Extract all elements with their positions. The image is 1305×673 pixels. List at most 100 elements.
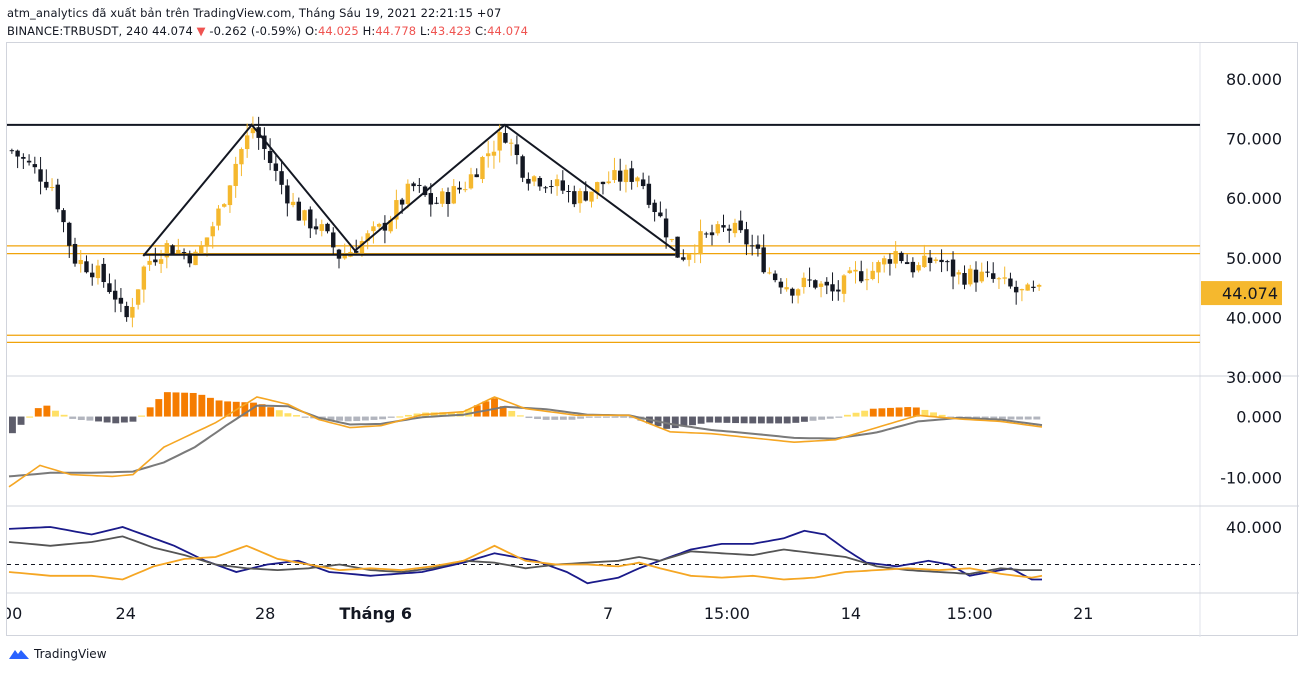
symbol-label: BINANCE:TRBUSDT, 240 xyxy=(7,24,149,38)
histogram-bar xyxy=(998,416,1006,420)
histogram-bar xyxy=(551,416,559,420)
candle-body xyxy=(767,272,772,274)
histogram-bar xyxy=(912,407,920,417)
histogram-bar xyxy=(602,416,610,418)
candle-body xyxy=(376,223,382,227)
candle-body xyxy=(44,181,49,188)
open-label: O: xyxy=(305,24,318,38)
histogram-bar xyxy=(206,397,214,417)
candle-body xyxy=(405,183,411,205)
oscillator-line xyxy=(8,526,1042,585)
histogram-bar xyxy=(163,392,171,417)
chart-area[interactable]: 80.000 70.000 60.000 50.000 40.000 30.000 44.0… xyxy=(6,42,1299,637)
candle-body xyxy=(267,150,273,163)
histogram-bar xyxy=(826,416,834,419)
histogram-bar xyxy=(887,407,894,417)
candle-body xyxy=(859,271,864,282)
histogram-bar xyxy=(267,407,275,417)
histogram-bar xyxy=(534,416,541,420)
candle-body xyxy=(112,290,118,300)
histogram-bar xyxy=(749,416,757,424)
histogram-bar xyxy=(344,416,352,422)
candle-body xyxy=(480,156,485,180)
candle-body xyxy=(663,218,669,238)
candle-body xyxy=(617,170,623,182)
high-value: 44.778 xyxy=(375,24,417,38)
candle-body xyxy=(463,189,468,191)
histogram-bar xyxy=(1007,416,1015,420)
candle-body xyxy=(577,190,583,204)
candle-body xyxy=(101,263,106,283)
last-price-badge-label: 44.074 xyxy=(1222,284,1278,303)
candle-body xyxy=(90,272,95,278)
candle-body xyxy=(749,245,755,247)
candle-body xyxy=(772,273,778,281)
histogram-bar xyxy=(714,416,722,423)
candle-body xyxy=(1013,286,1019,293)
histogram-bar xyxy=(499,406,507,417)
candle-body xyxy=(595,182,600,193)
candle-body xyxy=(543,187,548,189)
candle-body xyxy=(445,192,451,204)
histogram-bar xyxy=(301,416,309,418)
candle-body xyxy=(147,260,152,265)
candle-body xyxy=(813,280,818,288)
histogram-bar xyxy=(852,412,860,417)
candle-body xyxy=(962,273,967,285)
candle-body xyxy=(612,170,617,181)
histogram-bar xyxy=(473,405,481,417)
candle-body xyxy=(170,245,175,255)
candle-body xyxy=(262,135,267,149)
histogram-bar xyxy=(723,416,731,423)
candle-body xyxy=(457,187,462,190)
candle-body xyxy=(130,306,135,318)
histogram-bar xyxy=(336,416,344,421)
candle-body xyxy=(279,171,284,185)
candle-body xyxy=(308,209,313,229)
chart-svg[interactable]: 80.00070.00060.00050.00040.00030.00044.0… xyxy=(7,43,1299,637)
histogram-bar xyxy=(525,416,533,419)
histogram-bar xyxy=(757,416,765,424)
low-label: L: xyxy=(419,24,431,38)
histogram-bar xyxy=(981,416,989,420)
histogram-bar xyxy=(542,416,550,420)
price-axis-label: 60.000 xyxy=(1226,189,1282,208)
candle-body xyxy=(227,185,233,206)
candle-body xyxy=(153,259,158,263)
symbol-ohlc-line: BINANCE:TRBUSDT, 240 44.074 ▼ -0.262 (-0… xyxy=(7,24,528,38)
candle-body xyxy=(652,202,657,213)
histogram-bar xyxy=(439,412,447,417)
histogram-bar xyxy=(224,401,232,417)
histogram-bar xyxy=(26,416,34,418)
histogram-bar xyxy=(181,392,189,417)
price-axis-label: 70.000 xyxy=(1226,130,1282,149)
candle-body xyxy=(572,191,577,205)
histogram-bar xyxy=(783,416,791,424)
candle-body xyxy=(49,186,55,188)
histogram-bar xyxy=(275,410,283,417)
candle-body xyxy=(744,229,749,245)
candle-body xyxy=(474,174,479,178)
histogram-bar xyxy=(404,414,412,417)
candle-body xyxy=(991,273,996,279)
candle-body xyxy=(979,271,984,282)
candle-body xyxy=(704,233,709,235)
histogram-bar xyxy=(103,416,111,423)
candle-body xyxy=(273,163,279,171)
candle-body xyxy=(72,243,78,264)
candle-body xyxy=(910,261,916,273)
last-price-badge xyxy=(1201,281,1282,306)
candle-body xyxy=(365,233,370,242)
candle-body xyxy=(434,202,439,204)
macd-line xyxy=(8,396,1043,488)
histogram-bar xyxy=(387,416,395,418)
histogram-bar xyxy=(861,410,869,417)
histogram-bar xyxy=(241,402,249,417)
candle-body xyxy=(560,180,566,191)
candle-body xyxy=(55,184,60,210)
candle-body xyxy=(1036,284,1042,287)
histogram-bar xyxy=(77,416,85,421)
candle-body xyxy=(399,199,405,205)
low-value: 43.423 xyxy=(430,24,472,38)
histogram-bar xyxy=(95,416,102,422)
